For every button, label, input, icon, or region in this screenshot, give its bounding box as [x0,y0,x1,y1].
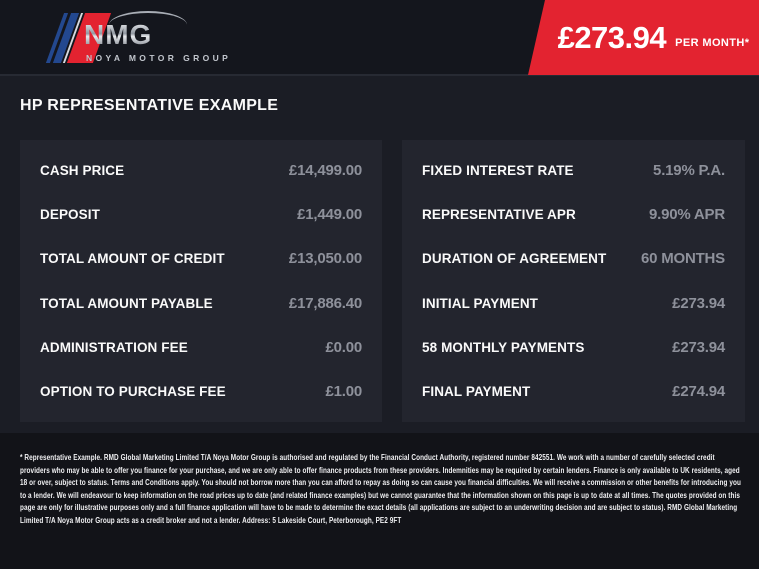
table-row: OPTION TO PURCHASE FEE £1.00 [40,383,362,400]
logo-subtitle: NOYA MOTOR GROUP [86,53,232,63]
finance-row-value: £1.00 [325,382,362,400]
finance-row-value: £13,050.00 [288,250,362,268]
finance-row-label: DURATION OF AGREEMENT [422,251,607,267]
finance-row-label: INITIAL PAYMENT [422,295,539,311]
table-row: CASH PRICE £14,499.00 [40,162,362,179]
car-silhouette-icon [109,11,187,25]
finance-row-value: £17,886.40 [288,294,362,312]
finance-panel-left: CASH PRICE £14,499.00 DEPOSIT £1,449.00 … [20,140,382,422]
finance-row-value: £274.94 [672,382,725,400]
table-row: DEPOSIT £1,449.00 [40,206,362,223]
monthly-price-amount: £273.94 [557,19,667,55]
finance-row-value: £273.94 [672,294,725,312]
finance-row-label: FIXED INTEREST RATE [422,163,574,178]
finance-row-label: TOTAL AMOUNT OF CREDIT [40,251,225,267]
finance-row-label: TOTAL AMOUNT PAYABLE [40,295,213,311]
finance-row-value: 60 MONTHS [640,250,725,268]
table-row: FINAL PAYMENT £274.94 [422,383,725,400]
footer: * Representative Example. RMD Global Mar… [0,433,759,569]
finance-row-value: £0.00 [325,338,362,356]
finance-row-value: £14,499.00 [288,162,362,179]
table-row: 58 MONTHLY PAYMENTS £273.94 [422,339,725,356]
monthly-price-banner: £273.94 PER MONTH* [528,0,759,75]
finance-row-label: CASH PRICE [40,163,125,178]
finance-panel-right: FIXED INTEREST RATE 5.19% P.A. REPRESENT… [402,140,745,422]
finance-row-label: DEPOSIT [40,207,100,223]
table-row: ADMINISTRATION FEE £0.00 [40,339,362,356]
finance-row-value: £273.94 [672,338,725,356]
nmg-logo: NMG NOYA MOTOR GROUP [45,10,245,68]
table-row: DURATION OF AGREEMENT 60 MONTHS [422,250,725,267]
finance-row-value: £1,449.00 [297,206,362,224]
table-row: INITIAL PAYMENT £273.94 [422,295,725,312]
page-title: HP REPRESENTATIVE EXAMPLE [20,97,279,114]
logo-brand-text: NMG [84,19,153,50]
table-row: FIXED INTEREST RATE 5.19% P.A. [422,162,725,179]
table-row: TOTAL AMOUNT PAYABLE £17,886.40 [40,295,362,312]
finance-row-value: 5.19% P.A. [653,162,725,179]
legal-disclaimer-text: * Representative Example. RMD Global Mar… [20,453,741,525]
finance-row-label: ADMINISTRATION FEE [40,339,188,355]
finance-row-label: OPTION TO PURCHASE FEE [40,383,226,399]
finance-row-value: 9.90% APR [648,206,725,224]
finance-row-label: 58 MONTHLY PAYMENTS [422,339,585,355]
header: NMG NOYA MOTOR GROUP £273.94 PER MONTH* [0,0,759,76]
finance-row-label: FINAL PAYMENT [422,383,531,399]
monthly-price-period: PER MONTH* [675,37,750,49]
finance-row-label: REPRESENTATIVE APR [422,207,576,223]
table-row: REPRESENTATIVE APR 9.90% APR [422,206,725,223]
table-row: TOTAL AMOUNT OF CREDIT £13,050.00 [40,250,362,267]
